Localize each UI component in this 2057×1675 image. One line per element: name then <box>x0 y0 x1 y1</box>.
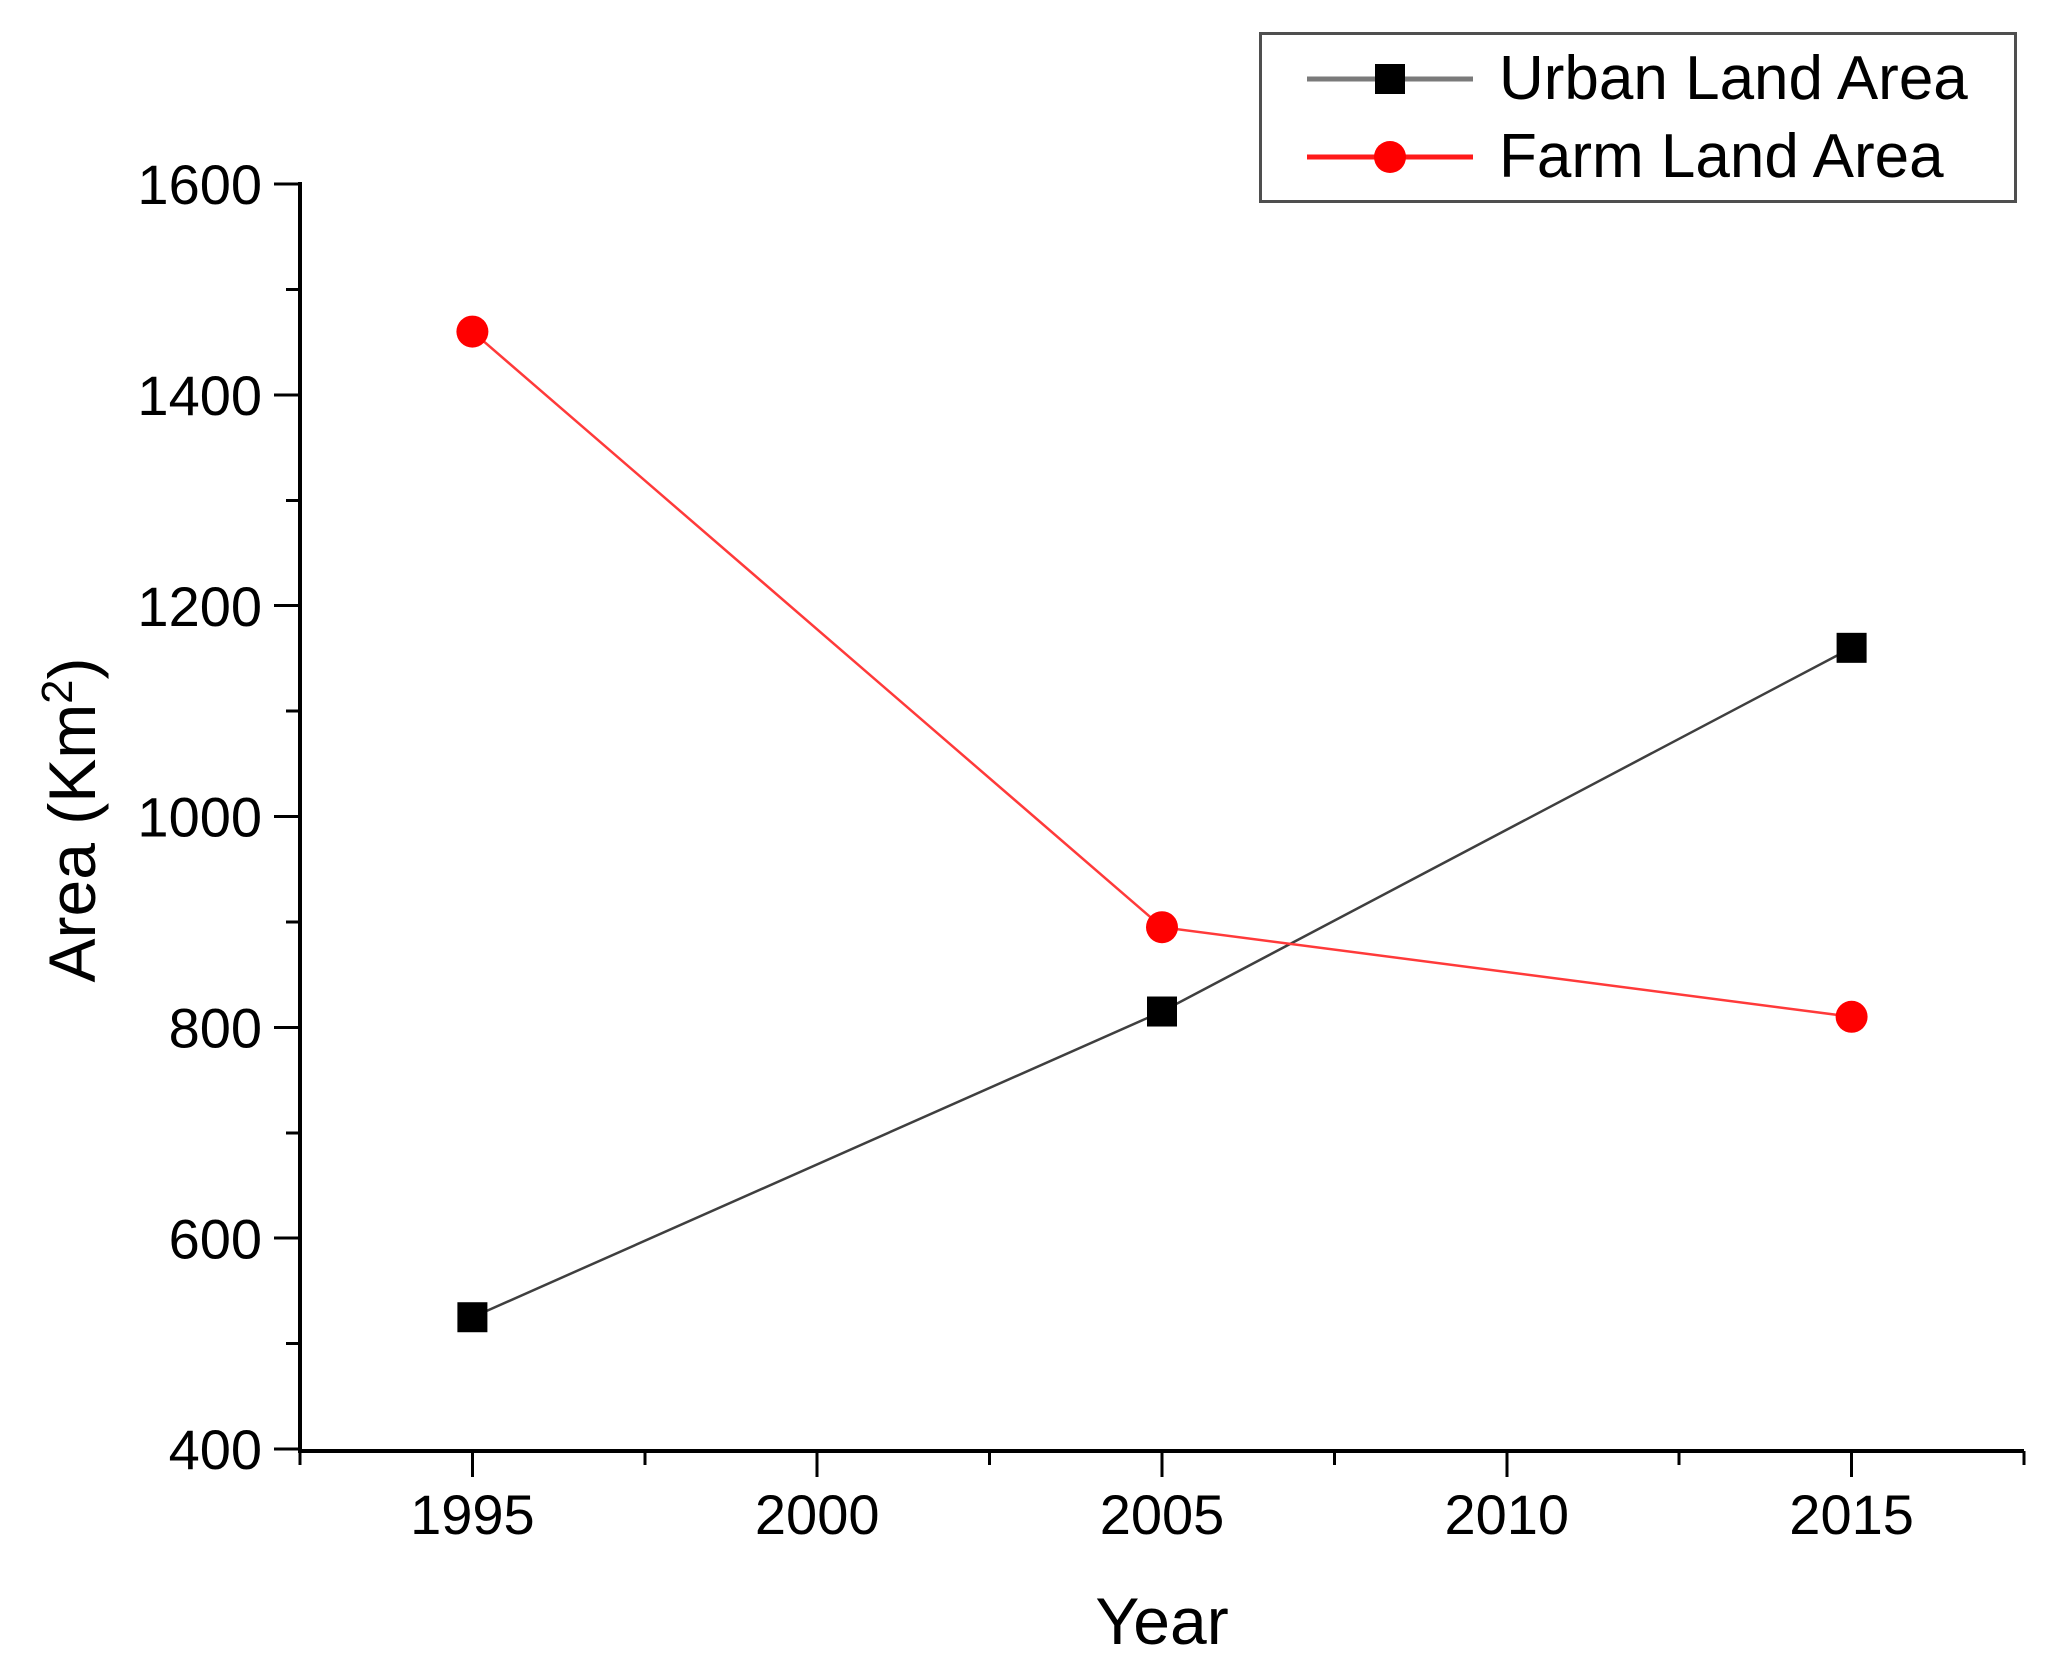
urban-series-line <box>471 646 1853 1319</box>
farm-data-point <box>1835 1000 1868 1033</box>
x-axis-title: Year <box>1095 1584 1229 1658</box>
legend-item-farm-land-area: Farm Land Area <box>1305 118 2014 196</box>
y-tick-labels: 400 600 800 1000 1200 1400 1600 <box>137 153 262 1481</box>
y-tick-label: 1000 <box>137 786 262 849</box>
urban-series <box>457 632 1867 1333</box>
y-axis-title-suffix: ) <box>35 657 109 680</box>
y-tick-label: 600 <box>169 1207 262 1270</box>
legend-item-urban-land-area: Urban Land Area <box>1305 40 2014 118</box>
x-tick-label: 2015 <box>1789 1483 1914 1546</box>
urban-line-marker-icon <box>1307 63 1473 94</box>
y-tick-label: 1600 <box>137 153 262 216</box>
x-tick-label: 1995 <box>410 1483 535 1546</box>
x-tick-labels: 1995 2000 2005 2010 2015 <box>410 1483 1914 1546</box>
y-tick-label: 1400 <box>137 364 262 427</box>
y-tick-label: 800 <box>169 996 262 1059</box>
x-tick-label: 2005 <box>1100 1483 1225 1546</box>
urban-data-point <box>1836 632 1867 663</box>
axis-spines <box>298 182 2024 1453</box>
farm-line-marker-icon <box>1307 140 1473 173</box>
y-axis-title: Area (Km2) <box>34 658 109 983</box>
x-tick-label: 2000 <box>755 1483 880 1546</box>
legend-square-marker-icon <box>1375 63 1405 94</box>
y-axis-title-superscript: 2 <box>34 679 82 704</box>
legend: Urban Land Area Farm Land Area <box>1259 32 2017 203</box>
legend-circle-marker-icon <box>1374 140 1406 173</box>
farm-data-point <box>456 315 489 348</box>
farm-data-point <box>1146 911 1178 944</box>
legend-label-urban: Urban Land Area <box>1499 43 1968 113</box>
y-axis-title-text: Area (Km <box>35 703 109 983</box>
y-tick-label: 1200 <box>137 575 262 638</box>
urban-data-point <box>1147 996 1177 1027</box>
legend-label-farm: Farm Land Area <box>1499 121 1944 191</box>
axis-ticks <box>274 182 2026 1477</box>
y-tick-label: 400 <box>169 1418 262 1481</box>
farm-series <box>456 315 1868 1033</box>
x-tick-label: 2010 <box>1445 1483 1570 1546</box>
urban-data-point <box>457 1302 488 1333</box>
